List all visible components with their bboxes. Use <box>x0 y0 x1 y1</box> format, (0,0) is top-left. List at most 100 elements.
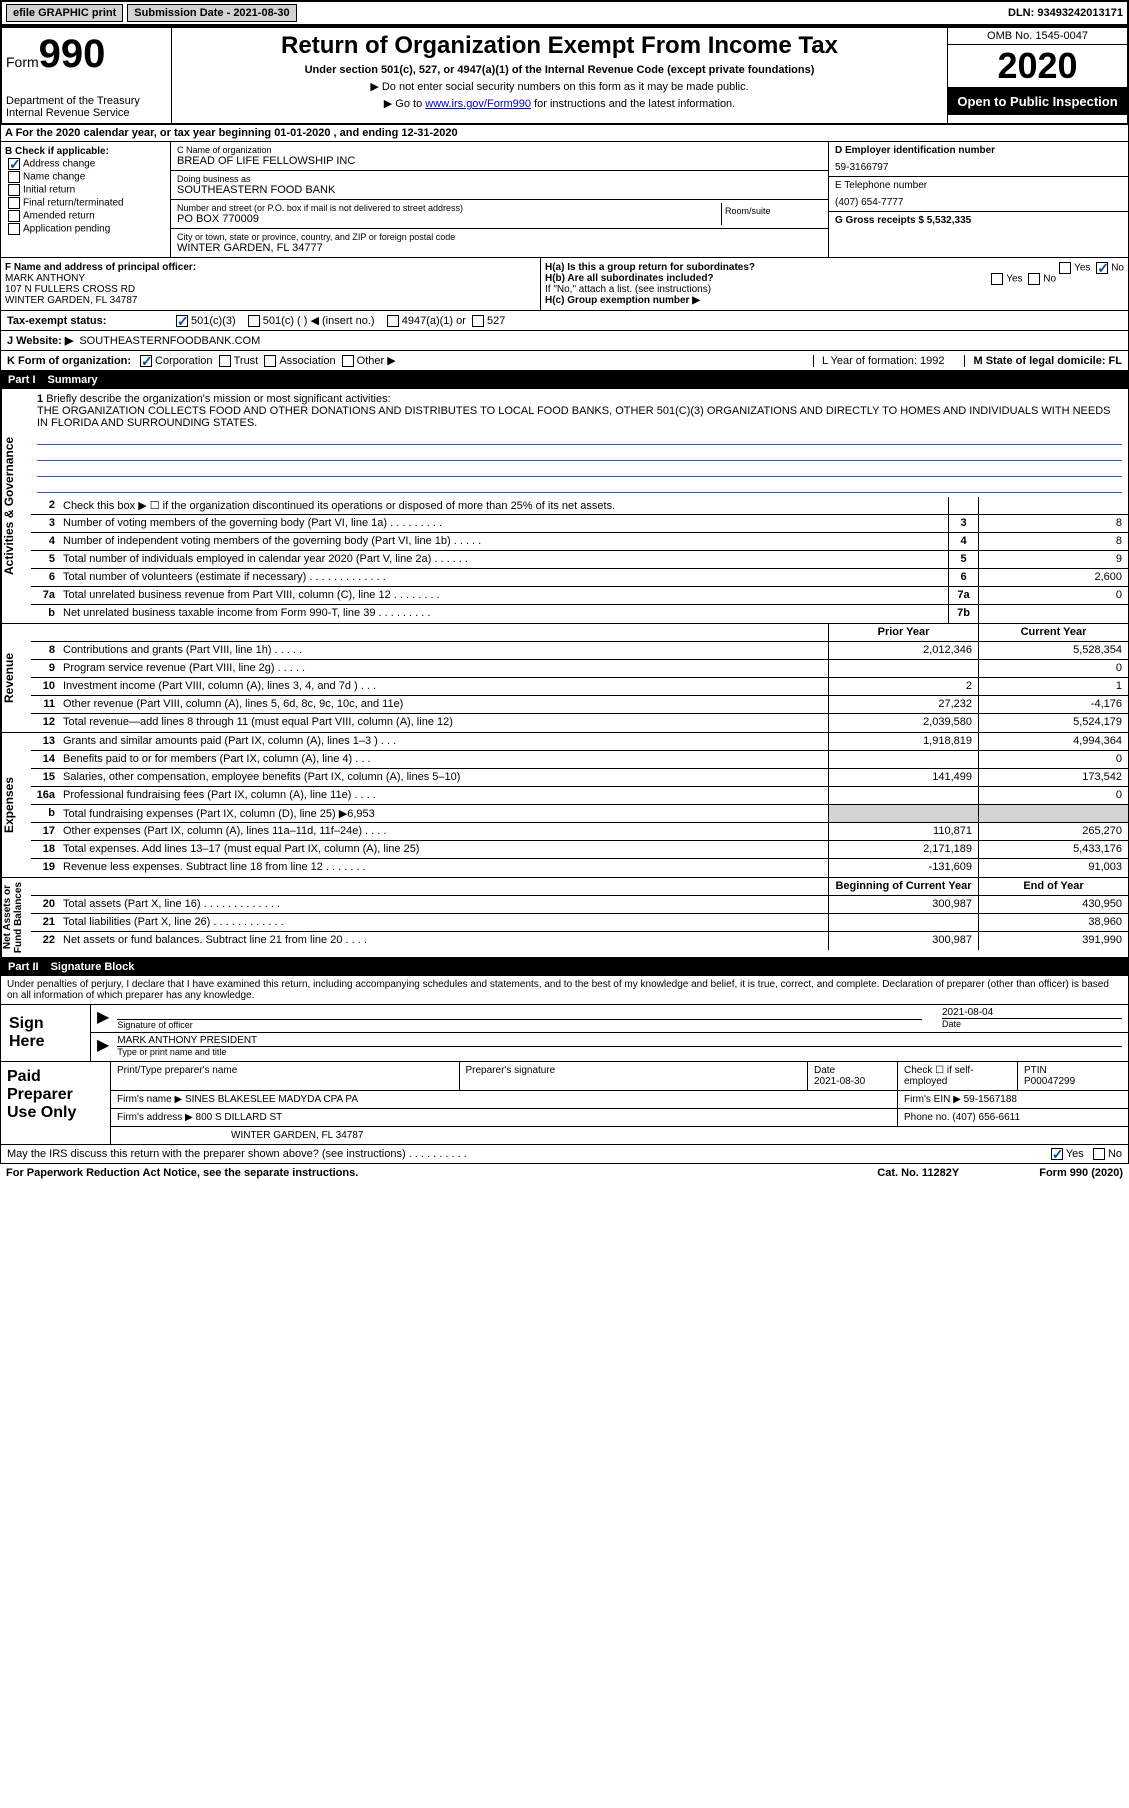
summary-line: 2Check this box ▶ ☐ if the organization … <box>31 497 1128 515</box>
assoc-checkbox[interactable] <box>264 355 276 367</box>
line-num: b <box>31 805 59 822</box>
summary-line: 19Revenue less expenses. Subtract line 1… <box>31 859 1128 877</box>
trust-label: Trust <box>234 355 259 367</box>
hb-no-checkbox[interactable] <box>1028 273 1040 285</box>
ein: 59-3166797 <box>835 162 1122 173</box>
activities-governance-section: Activities & Governance 1 Briefly descri… <box>0 389 1129 624</box>
part2-header: Part II Signature Block <box>0 958 1129 976</box>
discuss-row: May the IRS discuss this return with the… <box>0 1145 1129 1164</box>
e-label: E Telephone number <box>835 180 1122 191</box>
line-text: Total number of volunteers (estimate if … <box>59 569 948 586</box>
summary-line: 10Investment income (Part VIII, column (… <box>31 678 1128 696</box>
begin-year-header: Beginning of Current Year <box>828 878 978 895</box>
prior-year-value: 1,918,819 <box>828 733 978 750</box>
firm-addr1: 800 S DILLARD ST <box>196 1112 283 1123</box>
checkbox-final-return[interactable] <box>8 197 20 209</box>
form-ref: Form 990 (2020) <box>1039 1167 1123 1179</box>
submission-date-button[interactable]: Submission Date - 2021-08-30 <box>127 4 296 22</box>
paid-preparer-label: Paid Preparer Use Only <box>1 1062 111 1144</box>
line-num: 18 <box>31 841 59 858</box>
m-state: M State of legal domicile: FL <box>964 355 1122 367</box>
tax-exempt-row: Tax-exempt status: 501(c)(3) 501(c) ( ) … <box>0 311 1129 331</box>
line-box <box>948 497 978 514</box>
vtab-revenue: Revenue <box>1 624 31 732</box>
hb-yes-checkbox[interactable] <box>991 273 1003 285</box>
summary-line: 5Total number of individuals employed in… <box>31 551 1128 569</box>
efile-header: efile GRAPHIC print Submission Date - 20… <box>0 0 1129 26</box>
discuss-yes-checkbox[interactable] <box>1051 1148 1063 1160</box>
checkbox-initial-return[interactable] <box>8 184 20 196</box>
line-num: 13 <box>31 733 59 750</box>
line-text: Other expenses (Part IX, column (A), lin… <box>59 823 828 840</box>
mission-text: THE ORGANIZATION COLLECTS FOOD AND OTHER… <box>37 405 1122 429</box>
501c-label: 501(c) ( ) ◀ (insert no.) <box>263 314 375 327</box>
prior-year-value <box>828 751 978 768</box>
line-text: Total fundraising expenses (Part IX, col… <box>59 805 828 822</box>
line-text: Total revenue—add lines 8 through 11 (mu… <box>59 714 828 732</box>
efile-print-button[interactable]: efile GRAPHIC print <box>6 4 123 22</box>
line-text: Total liabilities (Part X, line 26) . . … <box>59 914 828 931</box>
current-year-value: 38,960 <box>978 914 1128 931</box>
f-label: F Name and address of principal officer: <box>5 262 536 273</box>
line-text: Total number of individuals employed in … <box>59 551 948 568</box>
checkbox-amended-return[interactable] <box>8 210 20 222</box>
line-text: Check this box ▶ ☐ if the organization d… <box>59 497 948 514</box>
tax-year: 2020 <box>948 45 1127 88</box>
line-num: 19 <box>31 859 59 877</box>
line-text: Total expenses. Add lines 13–17 (must eq… <box>59 841 828 858</box>
label-address-change: Address change <box>23 159 95 170</box>
form-990-num: 990 <box>39 32 106 76</box>
527-label: 527 <box>487 315 505 327</box>
discuss-yes: Yes <box>1066 1148 1084 1160</box>
mission-underline <box>37 447 1122 461</box>
section-fh: F Name and address of principal officer:… <box>0 258 1129 311</box>
room-label: Room/suite <box>725 206 819 216</box>
line-box: 4 <box>948 533 978 550</box>
other-checkbox[interactable] <box>342 355 354 367</box>
501c-checkbox[interactable] <box>248 315 260 327</box>
irs-link[interactable]: www.irs.gov/Form990 <box>425 98 531 110</box>
firm-phone: (407) 656-6611 <box>952 1112 1020 1123</box>
ha-yes: Yes <box>1074 263 1090 274</box>
phone: (407) 654-7777 <box>835 197 1122 208</box>
501c3-checkbox[interactable] <box>176 315 188 327</box>
tax-exempt-label: Tax-exempt status: <box>7 315 167 327</box>
line-text: Contributions and grants (Part VIII, lin… <box>59 642 828 659</box>
current-year-value: 5,524,179 <box>978 714 1128 732</box>
discuss-no-checkbox[interactable] <box>1093 1148 1105 1160</box>
ha-label: H(a) Is this a group return for subordin… <box>545 262 755 273</box>
hc-label: H(c) Group exemption number ▶ <box>545 295 1124 306</box>
prior-year-value: 2 <box>828 678 978 695</box>
checkbox-name-change[interactable] <box>8 171 20 183</box>
prior-year-value <box>828 787 978 804</box>
hb-no: No <box>1043 274 1056 285</box>
501c3-label: 501(c)(3) <box>191 315 236 327</box>
line-num: 14 <box>31 751 59 768</box>
corp-checkbox[interactable] <box>140 355 152 367</box>
firm-ein-label: Firm's EIN ▶ <box>904 1094 961 1105</box>
line-text: Program service revenue (Part VIII, line… <box>59 660 828 677</box>
row-a-tax-year: A For the 2020 calendar year, or tax yea… <box>0 125 1129 142</box>
city-label: City or town, state or province, country… <box>177 232 822 242</box>
checkbox-application-pending[interactable] <box>8 223 20 235</box>
checkbox-address-change[interactable] <box>8 158 20 170</box>
current-year-value: 0 <box>978 660 1128 677</box>
current-year-value: 91,003 <box>978 859 1128 877</box>
l-year: L Year of formation: 1992 <box>813 355 945 367</box>
line-num: b <box>31 605 59 623</box>
vtab-net-assets: Net Assets or Fund Balances <box>1 878 31 957</box>
officer-name-title: MARK ANTHONY PRESIDENT <box>117 1035 1122 1046</box>
trust-checkbox[interactable] <box>219 355 231 367</box>
ha-yes-checkbox[interactable] <box>1059 262 1071 274</box>
summary-line: 18Total expenses. Add lines 13–17 (must … <box>31 841 1128 859</box>
527-checkbox[interactable] <box>472 315 484 327</box>
website-row: J Website: ▶ SOUTHEASTERNFOODBANK.COM <box>0 331 1129 351</box>
ha-no-checkbox[interactable] <box>1096 262 1108 274</box>
4947-checkbox[interactable] <box>387 315 399 327</box>
city-state-zip: WINTER GARDEN, FL 34777 <box>177 242 822 254</box>
self-employed-check: Check ☐ if self-employed <box>898 1062 1018 1090</box>
section-f: F Name and address of principal officer:… <box>1 258 541 310</box>
note-post: for instructions and the latest informat… <box>531 98 735 110</box>
line-text: Benefits paid to or for members (Part IX… <box>59 751 828 768</box>
summary-line: 9Program service revenue (Part VIII, lin… <box>31 660 1128 678</box>
